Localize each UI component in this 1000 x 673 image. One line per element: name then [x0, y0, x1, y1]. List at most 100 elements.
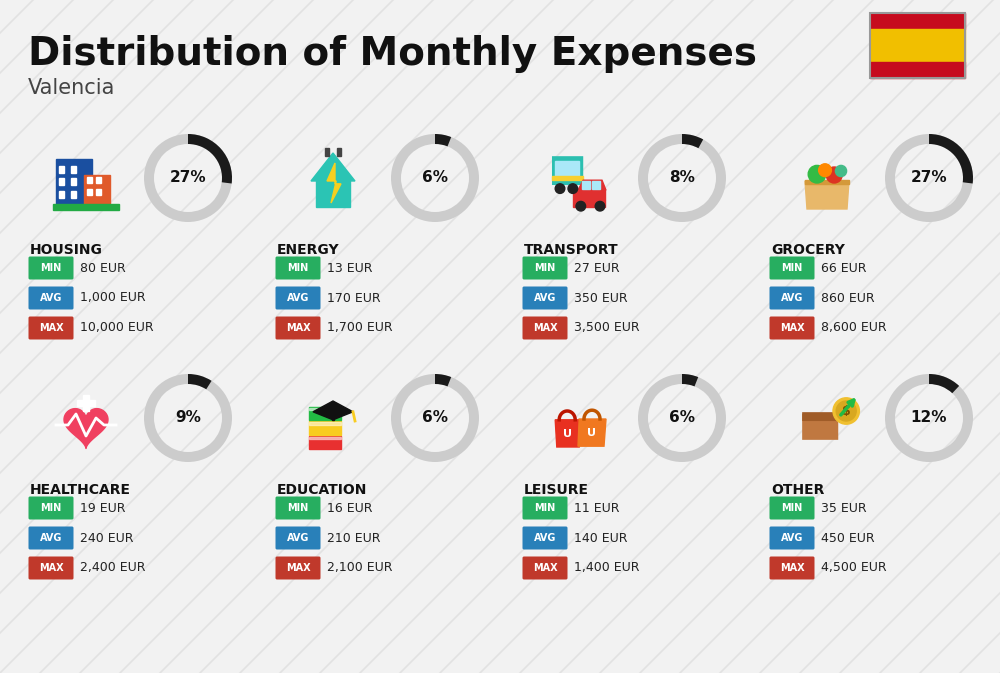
Text: 450 EUR: 450 EUR — [821, 532, 875, 544]
Text: 6%: 6% — [669, 411, 695, 425]
Polygon shape — [64, 409, 108, 448]
Bar — [309, 436, 341, 449]
Text: MIN: MIN — [534, 263, 556, 273]
Text: 80 EUR: 80 EUR — [80, 262, 126, 275]
Text: MAX: MAX — [533, 323, 557, 333]
FancyBboxPatch shape — [770, 287, 814, 310]
Bar — [83, 395, 89, 411]
Bar — [71, 166, 76, 173]
FancyBboxPatch shape — [770, 497, 814, 520]
FancyBboxPatch shape — [522, 497, 568, 520]
Bar — [59, 166, 64, 173]
FancyBboxPatch shape — [28, 557, 74, 579]
Text: 4,500 EUR: 4,500 EUR — [821, 561, 887, 575]
Circle shape — [595, 201, 605, 211]
Text: $: $ — [842, 404, 851, 417]
Text: AVG: AVG — [781, 293, 803, 303]
Wedge shape — [188, 374, 212, 389]
Bar — [573, 190, 605, 207]
Text: 6%: 6% — [422, 411, 448, 425]
Text: 8%: 8% — [669, 170, 695, 186]
FancyBboxPatch shape — [276, 497, 320, 520]
Text: 6%: 6% — [422, 170, 448, 186]
Bar — [71, 190, 76, 198]
Text: 8,600 EUR: 8,600 EUR — [821, 322, 887, 334]
Text: AVG: AVG — [287, 533, 309, 543]
Wedge shape — [885, 134, 973, 222]
Text: MAX: MAX — [533, 563, 557, 573]
Text: U: U — [563, 429, 572, 439]
Wedge shape — [188, 134, 232, 184]
Text: MIN: MIN — [40, 263, 62, 273]
FancyBboxPatch shape — [276, 287, 320, 310]
Bar — [309, 407, 341, 420]
Text: MAX: MAX — [39, 563, 63, 573]
Bar — [309, 437, 341, 439]
Text: MIN: MIN — [287, 263, 309, 273]
Text: 19 EUR: 19 EUR — [80, 501, 126, 514]
Text: 210 EUR: 210 EUR — [327, 532, 380, 544]
Text: MAX: MAX — [780, 563, 804, 573]
Text: 140 EUR: 140 EUR — [574, 532, 628, 544]
Text: MAX: MAX — [286, 323, 310, 333]
Bar — [325, 148, 329, 156]
FancyBboxPatch shape — [522, 316, 568, 339]
Text: 170 EUR: 170 EUR — [327, 291, 381, 304]
Text: AVG: AVG — [40, 533, 62, 543]
Polygon shape — [578, 180, 606, 190]
Text: 350 EUR: 350 EUR — [574, 291, 628, 304]
Bar — [870, 62, 965, 78]
Bar — [870, 13, 965, 29]
FancyBboxPatch shape — [28, 497, 74, 520]
Wedge shape — [885, 374, 973, 462]
Text: 11 EUR: 11 EUR — [574, 501, 620, 514]
Bar — [316, 180, 350, 207]
FancyBboxPatch shape — [276, 316, 320, 339]
Text: MAX: MAX — [286, 563, 310, 573]
Bar — [870, 13, 965, 78]
Text: HEALTHCARE: HEALTHCARE — [30, 483, 131, 497]
Bar — [555, 162, 579, 176]
FancyBboxPatch shape — [276, 256, 320, 279]
Text: MIN: MIN — [781, 263, 803, 273]
Bar — [56, 159, 92, 205]
Bar — [332, 409, 334, 420]
Circle shape — [576, 201, 586, 211]
FancyBboxPatch shape — [276, 557, 320, 579]
Wedge shape — [929, 374, 959, 393]
Text: 16 EUR: 16 EUR — [327, 501, 372, 514]
Bar — [71, 178, 76, 185]
FancyBboxPatch shape — [28, 256, 74, 279]
Text: 2,100 EUR: 2,100 EUR — [327, 561, 392, 575]
FancyBboxPatch shape — [276, 526, 320, 549]
Text: AVG: AVG — [534, 293, 556, 303]
Text: MIN: MIN — [287, 503, 309, 513]
Text: AVG: AVG — [40, 293, 62, 303]
Text: 35 EUR: 35 EUR — [821, 501, 867, 514]
Circle shape — [836, 401, 856, 421]
Circle shape — [568, 184, 578, 193]
Bar — [552, 176, 583, 180]
Text: MIN: MIN — [534, 503, 556, 513]
Text: GROCERY: GROCERY — [771, 243, 845, 257]
FancyBboxPatch shape — [770, 316, 814, 339]
Bar — [59, 190, 64, 198]
Wedge shape — [638, 374, 726, 462]
Text: 10,000 EUR: 10,000 EUR — [80, 322, 154, 334]
Bar — [87, 176, 92, 183]
Text: 13 EUR: 13 EUR — [327, 262, 372, 275]
Text: AVG: AVG — [534, 533, 556, 543]
Text: 2,400 EUR: 2,400 EUR — [80, 561, 146, 575]
Text: LEISURE: LEISURE — [524, 483, 589, 497]
Bar — [582, 181, 590, 189]
Circle shape — [835, 166, 847, 176]
Circle shape — [819, 164, 831, 176]
Text: TRANSPORT: TRANSPORT — [524, 243, 619, 257]
Circle shape — [555, 184, 565, 193]
FancyBboxPatch shape — [770, 526, 814, 549]
Wedge shape — [144, 374, 232, 462]
Text: MAX: MAX — [39, 323, 63, 333]
Text: Distribution of Monthly Expenses: Distribution of Monthly Expenses — [28, 35, 757, 73]
FancyBboxPatch shape — [28, 526, 74, 549]
Polygon shape — [311, 153, 355, 181]
